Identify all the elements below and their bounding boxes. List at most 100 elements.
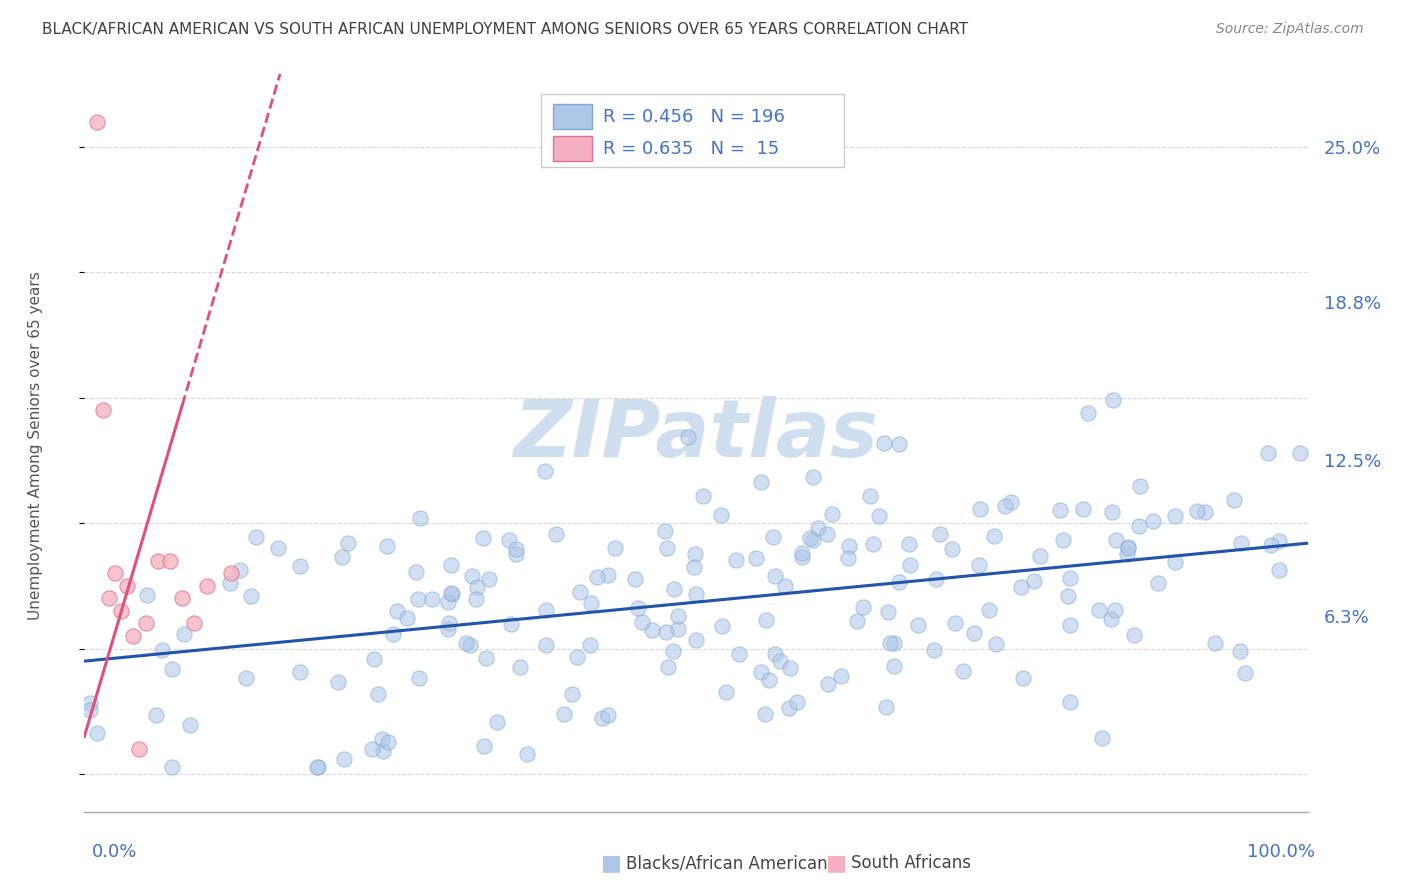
Point <box>360 741 382 756</box>
Point <box>195 579 218 593</box>
Point <box>630 615 652 630</box>
Point <box>1223 493 1246 508</box>
Point <box>596 568 619 582</box>
Point <box>710 508 733 522</box>
Point <box>465 581 488 595</box>
Point <box>1052 533 1074 547</box>
Point <box>436 595 458 609</box>
Point <box>1229 644 1251 658</box>
Point <box>657 541 679 556</box>
Point <box>929 527 952 541</box>
Point <box>1101 392 1123 407</box>
Point <box>1115 547 1137 561</box>
Point <box>1147 576 1170 591</box>
Point <box>852 600 875 615</box>
Point <box>778 700 800 714</box>
Point <box>977 603 1000 617</box>
Point <box>218 575 240 590</box>
Point <box>173 627 195 641</box>
Point <box>692 490 714 504</box>
Point <box>1116 540 1139 554</box>
Point <box>145 708 167 723</box>
Point <box>183 616 205 631</box>
Point <box>763 647 786 661</box>
Point <box>768 654 790 668</box>
Point <box>128 742 150 756</box>
Point <box>437 623 460 637</box>
Point <box>967 558 990 573</box>
Point <box>883 658 905 673</box>
Point <box>922 642 945 657</box>
Point <box>983 528 1005 542</box>
Point <box>228 563 250 577</box>
Point <box>1010 580 1032 594</box>
Point <box>666 608 689 623</box>
Point <box>333 752 356 766</box>
Point <box>1187 504 1209 518</box>
Point <box>267 541 290 555</box>
Point <box>924 573 946 587</box>
Point <box>1104 603 1126 617</box>
Point <box>754 707 776 722</box>
Point <box>97 591 120 606</box>
Point <box>245 530 267 544</box>
Point <box>498 533 520 547</box>
Point <box>122 629 145 643</box>
Point <box>172 591 194 606</box>
Point <box>749 475 772 489</box>
Point <box>598 708 620 723</box>
Point <box>159 554 181 568</box>
Point <box>1267 563 1289 577</box>
Point <box>872 436 894 450</box>
Point <box>377 735 399 749</box>
Point <box>219 566 242 581</box>
Point <box>110 604 132 618</box>
Point <box>420 592 443 607</box>
Point <box>1012 671 1035 685</box>
Point <box>676 430 699 444</box>
Point <box>1099 612 1122 626</box>
Point <box>440 586 463 600</box>
Point <box>1091 731 1114 745</box>
Point <box>79 703 101 717</box>
Point <box>1194 505 1216 519</box>
Point <box>792 549 814 564</box>
Point <box>838 540 860 554</box>
Point <box>505 541 527 556</box>
Point <box>288 665 311 680</box>
Text: ■: ■ <box>827 854 846 873</box>
Point <box>1049 502 1071 516</box>
Point <box>544 526 567 541</box>
Point <box>135 616 157 631</box>
Point <box>792 546 814 560</box>
Point <box>724 553 747 567</box>
Point <box>456 635 478 649</box>
Point <box>474 739 496 753</box>
Point <box>969 502 991 516</box>
Point <box>385 604 408 618</box>
Point <box>763 569 786 583</box>
Point <box>499 617 522 632</box>
Text: Blacks/African Americans: Blacks/African Americans <box>626 855 837 872</box>
Point <box>1289 446 1312 460</box>
Point <box>862 537 884 551</box>
Point <box>868 509 890 524</box>
Text: ZIPatlas: ZIPatlas <box>513 396 879 475</box>
Point <box>91 403 114 417</box>
Point <box>662 643 685 657</box>
Point <box>952 665 974 679</box>
Point <box>963 626 986 640</box>
Point <box>623 572 645 586</box>
Point <box>1233 665 1256 680</box>
Point <box>1257 446 1279 460</box>
Point <box>883 636 905 650</box>
Point <box>821 507 844 521</box>
Point <box>516 747 538 762</box>
Point <box>801 533 824 548</box>
Point <box>307 759 329 773</box>
Point <box>1164 508 1187 523</box>
Point <box>762 530 785 544</box>
Point <box>536 602 558 616</box>
Point <box>875 700 897 714</box>
Point <box>1122 628 1144 642</box>
